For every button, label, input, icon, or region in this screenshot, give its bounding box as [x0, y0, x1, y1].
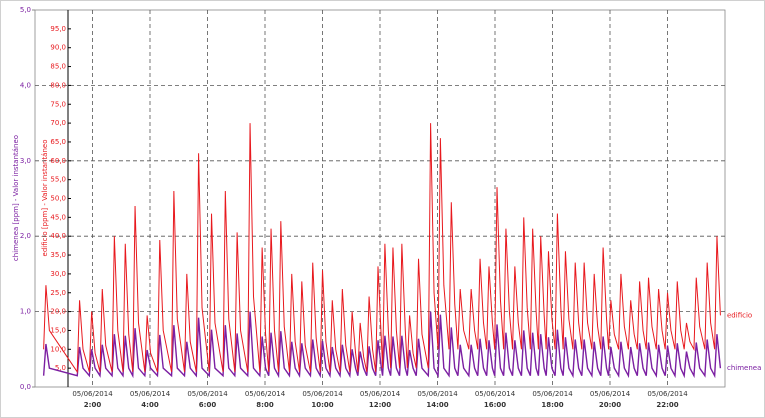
x-tick-label: 05/06/2014 20:00 [590, 390, 631, 409]
legend-label: chimenea [727, 364, 761, 372]
y2-tick-label: 85,0 [50, 63, 66, 71]
y2-tick-label: 10,0 [50, 345, 66, 353]
y2-tick-label: 70,0 [50, 119, 66, 127]
y2-tick-label: 55,0 [50, 176, 66, 184]
series-line [43, 123, 721, 374]
y2-tick-label: 80,0 [50, 81, 66, 89]
y2-tick-label: 5,0 [55, 364, 66, 372]
x-tick-label: 05/06/2014 10:00 [302, 390, 343, 409]
y2-tick-label: 60,0 [50, 157, 66, 165]
y-tick-label: 4,0 [20, 81, 31, 89]
y2-tick-label: 75,0 [50, 100, 66, 108]
y2-tick-label: 25,0 [50, 289, 66, 297]
legend-label: edificio [727, 311, 752, 319]
y2-axis-label: edificio [ppm] - Valor instantáneo [41, 140, 49, 257]
x-tick-label: 05/06/2014 14:00 [417, 390, 458, 409]
x-tick-label: 05/06/2014 6:00 [187, 390, 228, 409]
y-axis-label: chimenea [ppm] - Valor instantáneo [12, 135, 20, 261]
x-tick-label: 05/06/2014 4:00 [130, 390, 171, 409]
x-tick-label: 05/06/2014 16:00 [475, 390, 516, 409]
y2-tick-label: 30,0 [50, 270, 66, 278]
y2-tick-label: 45,0 [50, 213, 66, 221]
y2-tick-label: 40,0 [50, 232, 66, 240]
y-tick-label: 2,0 [20, 232, 31, 240]
y2-tick-label: 50,0 [50, 195, 66, 203]
x-tick-label: 05/06/2014 12:00 [360, 390, 401, 409]
y2-tick-label: 90,0 [50, 44, 66, 52]
y-tick-label: 3,0 [20, 157, 31, 165]
y-tick-label: 0,0 [20, 383, 31, 391]
y2-tick-label: 35,0 [50, 251, 66, 259]
series-line [42, 311, 722, 379]
y2-tick-label: 65,0 [50, 138, 66, 146]
y-tick-label: 1,0 [20, 308, 31, 316]
y2-tick-label: 15,0 [50, 326, 66, 334]
x-tick-label: 05/06/2014 2:00 [72, 390, 113, 409]
y-tick-label: 5,0 [20, 6, 31, 14]
x-tick-label: 05/06/2014 18:00 [532, 390, 573, 409]
y2-tick-label: 20,0 [50, 308, 66, 316]
x-tick-label: 05/06/2014 22:00 [647, 390, 688, 409]
x-tick-label: 05/06/2014 8:00 [245, 390, 286, 409]
y2-tick-label: 95,0 [50, 25, 66, 33]
